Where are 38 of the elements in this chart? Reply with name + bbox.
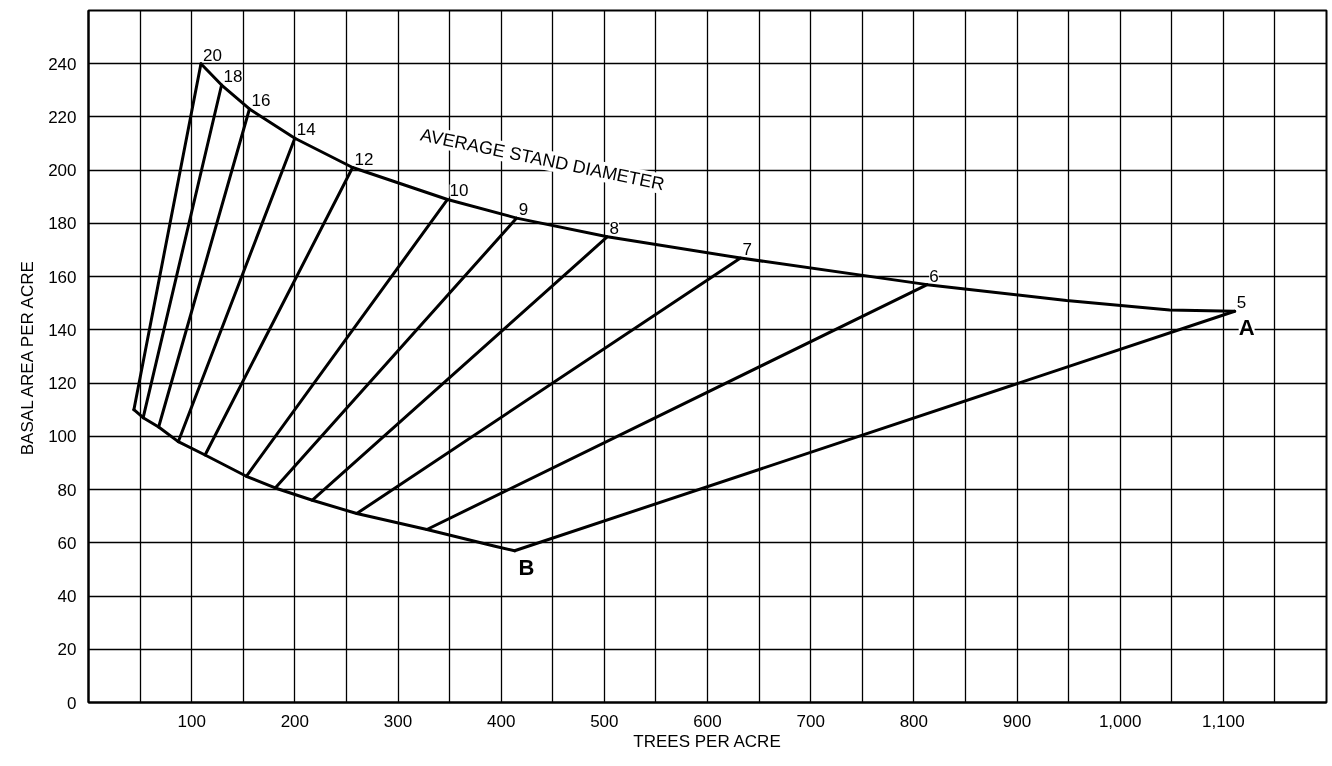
y-tick-label: 160: [48, 267, 77, 287]
x-tick-label: 300: [383, 711, 413, 731]
annotation: 9: [518, 200, 529, 220]
x-tick-label: 100: [177, 711, 206, 731]
x-tick-label: 1,000: [1098, 711, 1142, 731]
x-tick-label: 500: [590, 711, 619, 731]
y-tick-label: 20: [57, 640, 77, 660]
x-tick-label: 400: [486, 711, 516, 731]
y-tick-label: 200: [48, 161, 77, 181]
annotation: 5: [1236, 293, 1247, 313]
y-tick-label: 100: [48, 427, 77, 447]
annotation: 20: [202, 45, 222, 65]
y-tick-label: 240: [48, 54, 77, 74]
annotation: 14: [296, 120, 316, 140]
x-tick-label: 1,100: [1202, 711, 1245, 731]
annotation: A: [1238, 315, 1255, 341]
x-axis-title: TREES PER ACRE: [633, 731, 781, 751]
y-axis-title: BASAL AREA PER ACRE: [18, 261, 38, 456]
y-tick-label: 140: [48, 320, 77, 340]
annotation: 8: [609, 218, 619, 238]
annotation: 18: [223, 67, 243, 87]
y-tick-label: 180: [48, 214, 77, 234]
annotation: 12: [354, 149, 374, 169]
x-tick-label: 900: [1002, 711, 1032, 731]
y-tick-label: 60: [57, 533, 77, 553]
annotation: 6: [929, 266, 939, 286]
x-tick-label: 700: [796, 711, 825, 731]
y-tick-label: 40: [57, 587, 77, 607]
annotation: 7: [742, 240, 752, 260]
y-tick-label: 120: [48, 374, 77, 394]
y-tick-label: 220: [48, 107, 77, 127]
annotation: 16: [251, 90, 271, 110]
x-tick-label: 800: [899, 711, 929, 731]
x-tick-label: 600: [693, 711, 722, 731]
y-tick-label: 0: [67, 693, 77, 713]
y-tick-label: 80: [57, 480, 77, 500]
x-tick-label: 200: [280, 711, 310, 731]
annotation: B: [518, 554, 535, 580]
